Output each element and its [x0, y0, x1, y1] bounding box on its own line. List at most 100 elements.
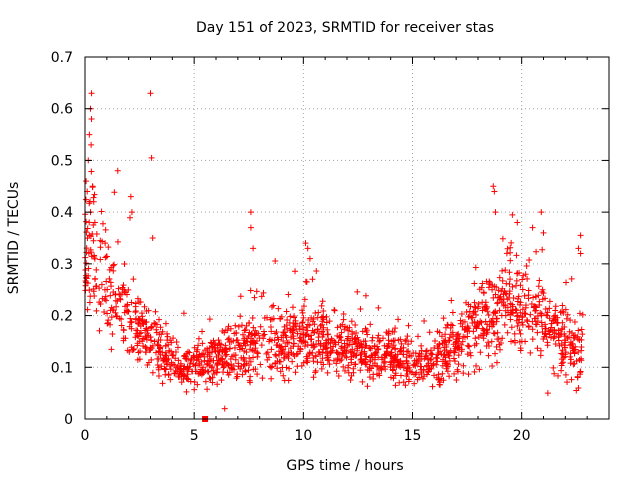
data-point — [161, 366, 168, 373]
data-point — [535, 292, 542, 299]
data-point — [385, 337, 392, 344]
data-point — [460, 370, 467, 377]
data-point — [526, 256, 533, 263]
x-tick-label: 15 — [404, 428, 422, 444]
data-point — [382, 350, 389, 357]
data-point — [158, 331, 165, 338]
data-point — [314, 326, 321, 333]
y-tick-label: 0.3 — [51, 257, 73, 273]
data-point — [318, 365, 325, 372]
data-point — [164, 330, 171, 337]
data-point — [463, 309, 470, 316]
data-point — [567, 338, 574, 345]
data-point — [412, 362, 419, 369]
data-point — [435, 371, 442, 378]
data-point — [118, 322, 125, 329]
data-point — [226, 338, 233, 345]
data-point — [519, 306, 526, 313]
data-point — [491, 188, 498, 195]
data-point — [239, 371, 246, 378]
data-point — [538, 319, 545, 326]
data-point — [502, 302, 509, 309]
data-point — [170, 335, 177, 342]
data-point — [126, 348, 133, 355]
data-point — [568, 376, 575, 383]
data-point — [86, 131, 93, 138]
data-point — [532, 307, 539, 314]
data-point — [280, 332, 287, 339]
data-point — [553, 330, 560, 337]
data-point — [93, 307, 100, 314]
data-point — [461, 327, 468, 334]
data-point — [346, 324, 353, 331]
data-point — [363, 328, 370, 335]
data-point — [381, 342, 388, 349]
data-point — [154, 355, 161, 362]
data-point — [490, 183, 497, 190]
data-point — [103, 278, 110, 285]
data-point — [483, 305, 490, 312]
data-point — [405, 341, 412, 348]
data-point — [391, 362, 398, 369]
data-point — [420, 367, 427, 374]
data-point — [427, 347, 434, 354]
data-point — [576, 310, 583, 317]
data-point — [234, 371, 241, 378]
data-point — [315, 334, 322, 341]
data-point — [544, 390, 551, 397]
data-point — [384, 343, 391, 350]
data-point — [437, 381, 444, 388]
data-point — [516, 301, 523, 308]
data-point — [275, 336, 282, 343]
data-point — [519, 276, 526, 283]
data-point — [83, 229, 90, 236]
data-point — [426, 329, 433, 336]
data-point — [395, 337, 402, 344]
data-point — [96, 285, 103, 292]
data-point — [267, 316, 274, 323]
data-point — [535, 283, 542, 290]
data-point — [390, 342, 397, 349]
data-point — [465, 313, 472, 320]
data-point — [471, 280, 478, 287]
data-point — [551, 370, 558, 377]
data-point — [205, 368, 212, 375]
data-point — [155, 364, 162, 371]
data-point — [86, 299, 93, 306]
data-point — [376, 338, 383, 345]
data-point — [555, 337, 562, 344]
data-point — [405, 348, 412, 355]
data-point — [387, 374, 394, 381]
data-point — [170, 352, 177, 359]
data-point — [556, 331, 563, 338]
data-point — [564, 311, 571, 318]
data-point — [463, 299, 470, 306]
data-point — [537, 309, 544, 316]
data-point — [135, 333, 142, 340]
data-point — [218, 341, 225, 348]
data-point — [349, 346, 356, 353]
data-point — [559, 326, 566, 333]
data-point — [158, 363, 165, 370]
data-point — [467, 352, 474, 359]
data-point — [352, 322, 359, 329]
data-point — [324, 331, 331, 338]
data-point — [543, 311, 550, 318]
data-point — [348, 372, 355, 379]
data-point — [455, 361, 462, 368]
data-point — [400, 344, 407, 351]
data-point — [239, 322, 246, 329]
data-point — [151, 338, 158, 345]
data-point — [240, 340, 247, 347]
data-point — [516, 327, 523, 334]
data-point — [112, 297, 119, 304]
data-point — [302, 240, 309, 247]
x-tick-label: 0 — [81, 428, 90, 444]
data-point — [363, 353, 370, 360]
data-point — [507, 276, 514, 283]
data-point — [246, 377, 253, 384]
data-point — [203, 361, 210, 368]
data-point — [345, 333, 352, 340]
data-point — [104, 320, 111, 327]
data-point — [156, 348, 163, 355]
